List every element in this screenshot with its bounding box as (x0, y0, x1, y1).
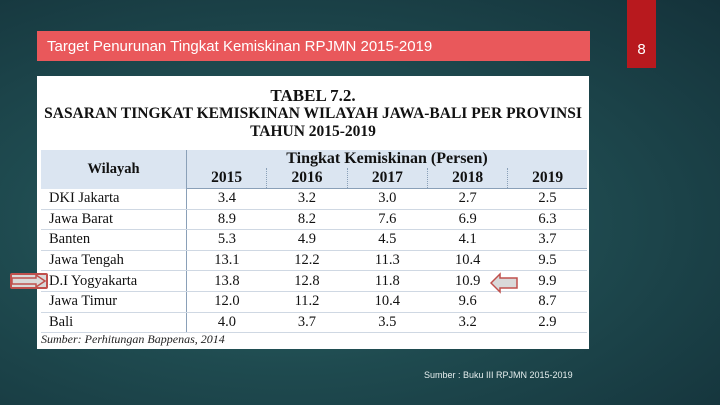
poverty-table: Wilayah Tingkat Kemiskinan (Persen) 2015… (41, 150, 587, 334)
row-region: Jawa Timur (41, 291, 187, 313)
year-header: 2018 (426, 168, 508, 189)
table-row: Banten 5.3 4.9 4.5 4.1 3.7 (41, 229, 587, 251)
row-value: 11.8 (347, 270, 428, 292)
row-value: 4.5 (347, 229, 428, 251)
col-header-group: Tingkat Kemiskinan (Persen) (186, 150, 587, 168)
year-header: 2019 (507, 168, 587, 189)
table-heading-line1: TABEL 7.2. (270, 86, 356, 105)
row-value: 3.7 (266, 312, 348, 334)
page-number: 8 (637, 41, 646, 58)
table-row: Bali 4.0 3.7 3.5 3.2 2.9 (41, 312, 587, 334)
row-value: 12.8 (266, 270, 348, 292)
row-value: 10.4 (347, 291, 428, 313)
row-value: 8.2 (266, 209, 348, 231)
row-value: 2.9 (507, 312, 587, 334)
arrow-right-icon (10, 273, 48, 289)
row-value: 12.2 (266, 250, 348, 272)
row-region: Banten (41, 229, 187, 251)
footer-source: Sumber : Buku III RPJMN 2015-2019 (424, 370, 573, 380)
row-value: 10.4 (427, 250, 508, 272)
row-value: 9.9 (507, 270, 587, 292)
row-value: 3.4 (186, 188, 267, 210)
row-value: 2.5 (507, 188, 587, 210)
row-value: 7.6 (347, 209, 428, 231)
table-row: Jawa Timur 12.0 11.2 10.4 9.6 8.7 (41, 291, 587, 313)
row-value: 4.9 (266, 229, 348, 251)
row-value: 8.7 (507, 291, 587, 313)
table-heading: TABEL 7.2. SASARAN TINGKAT KEMISKINAN WI… (37, 76, 589, 141)
row-value: 3.7 (507, 229, 587, 251)
row-value: 4.1 (427, 229, 508, 251)
row-value: 11.3 (347, 250, 428, 272)
col-header-wilayah: Wilayah (41, 150, 187, 189)
row-value: 9.5 (507, 250, 587, 272)
row-value: 6.9 (427, 209, 508, 231)
row-value: 10.9 (427, 270, 508, 292)
table-heading-line3: TAHUN 2015-2019 (250, 123, 376, 140)
slide-title: Target Penurunan Tingkat Kemiskinan RPJM… (47, 37, 433, 55)
table-row: DKI Jakarta 3.4 3.2 3.0 2.7 2.5 (41, 188, 587, 210)
arrow-left-icon (490, 272, 518, 294)
table-row-highlighted: D.I Yogyakarta 13.8 12.8 11.8 10.9 9.9 (41, 270, 587, 292)
page-number-tab: 8 (627, 0, 656, 68)
row-value: 2.7 (427, 188, 508, 210)
row-value: 3.5 (347, 312, 428, 334)
year-header: 2017 (346, 168, 428, 189)
year-header-row: 2015 2016 2017 2018 2019 (41, 168, 587, 189)
table-source-note: Sumber: Perhitungan Bappenas, 2014 (41, 332, 225, 346)
row-value: 12.0 (186, 291, 267, 313)
row-value: 13.8 (186, 270, 267, 292)
row-region: Bali (41, 312, 187, 334)
poverty-table-image: TABEL 7.2. SASARAN TINGKAT KEMISKINAN WI… (37, 76, 589, 349)
row-value: 5.3 (186, 229, 267, 251)
row-value: 13.1 (186, 250, 267, 272)
row-region: D.I Yogyakarta (41, 270, 187, 292)
year-header: 2015 (186, 168, 267, 189)
year-header: 2016 (266, 168, 348, 189)
row-value: 3.0 (347, 188, 428, 210)
row-value: 11.2 (266, 291, 348, 313)
row-value: 9.6 (427, 291, 508, 313)
row-region: Jawa Tengah (41, 250, 187, 272)
row-value: 4.0 (186, 312, 267, 334)
row-value: 3.2 (427, 312, 508, 334)
row-value: 6.3 (507, 209, 587, 231)
slide-title-bar: Target Penurunan Tingkat Kemiskinan RPJM… (37, 31, 590, 61)
table-heading-line2: SASARAN TINGKAT KEMISKINAN WILAYAH JAWA-… (44, 105, 582, 122)
table-row: Jawa Tengah 13.1 12.2 11.3 10.4 9.5 (41, 250, 587, 272)
table-row: Jawa Barat 8.9 8.2 7.6 6.9 6.3 (41, 209, 587, 231)
row-value: 3.2 (266, 188, 348, 210)
row-value: 8.9 (186, 209, 267, 231)
row-region: Jawa Barat (41, 209, 187, 231)
row-region: DKI Jakarta (41, 188, 187, 210)
